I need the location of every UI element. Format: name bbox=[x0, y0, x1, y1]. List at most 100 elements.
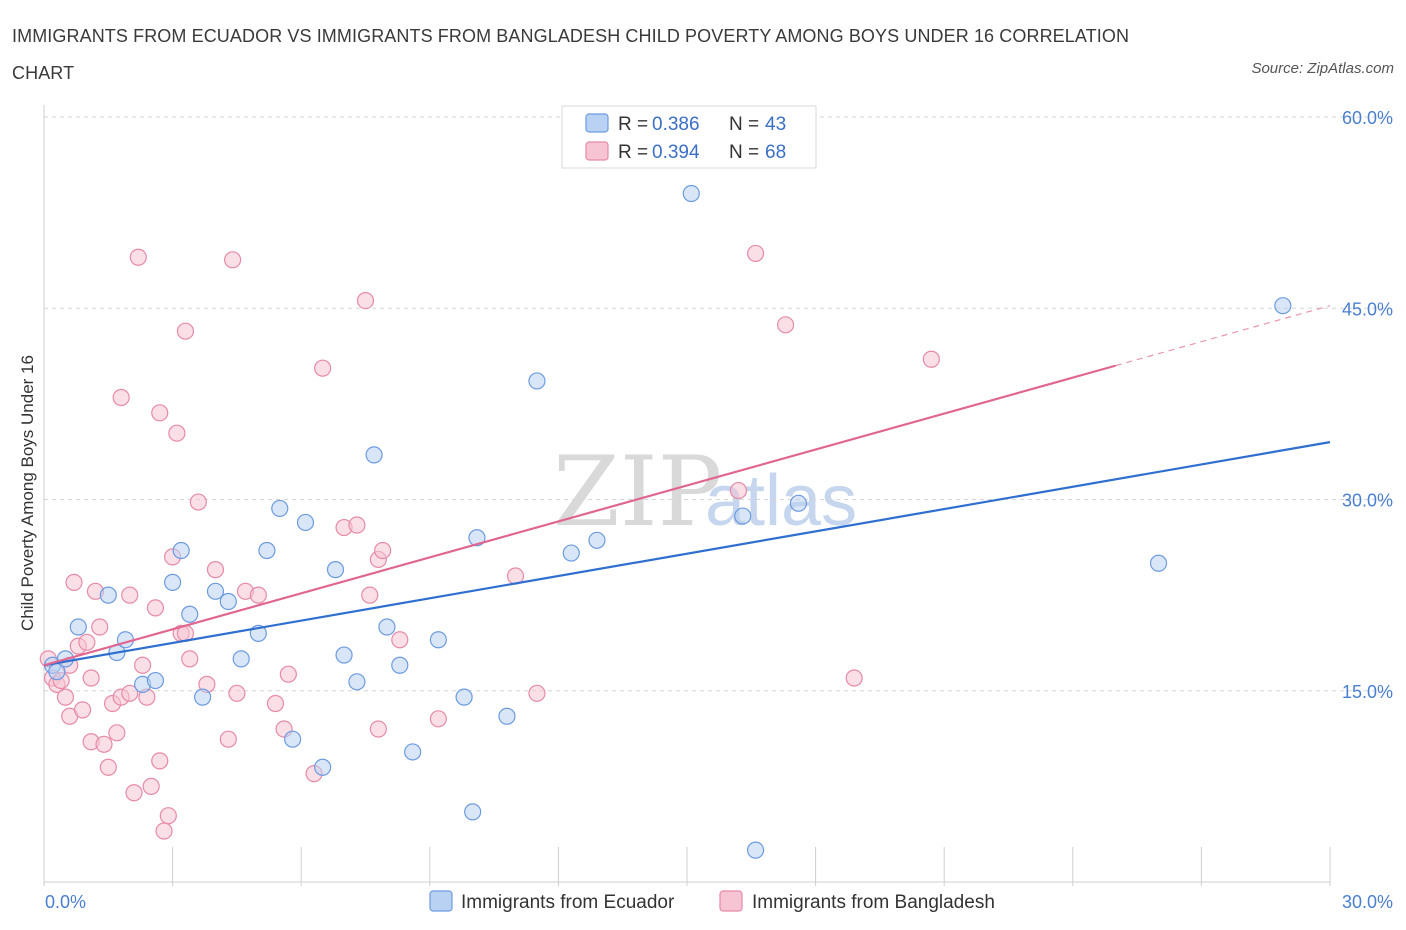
bangladesh-point-20 bbox=[112, 388, 130, 407]
ecuador-point-18 bbox=[271, 499, 289, 518]
ecuador-point-23 bbox=[335, 646, 353, 664]
ecuador-point-24 bbox=[348, 673, 366, 691]
bangladesh-point-44 bbox=[228, 684, 246, 702]
bangladesh-point-65 bbox=[776, 316, 795, 334]
ecuador-point-3 bbox=[69, 618, 87, 636]
ecuador-point-40 bbox=[789, 494, 808, 512]
bangladesh-point-39 bbox=[189, 493, 207, 511]
bangladesh-point-67 bbox=[922, 350, 940, 368]
ecuador-point-32 bbox=[464, 803, 482, 821]
series-legend-label-ecuador: Immigrants from Ecuador bbox=[461, 892, 675, 913]
bangladesh-point-9 bbox=[73, 701, 92, 719]
ecuador-point-6 bbox=[116, 631, 135, 649]
bangladesh-point-46 bbox=[249, 586, 267, 604]
bangladesh-point-30 bbox=[151, 404, 169, 422]
ecuador-point-35 bbox=[562, 544, 580, 562]
ecuador-point-31 bbox=[468, 529, 486, 547]
bangladesh-point-63 bbox=[729, 481, 748, 500]
y-tick-label-15: 15.0% bbox=[1342, 682, 1393, 702]
bangladesh-point-62 bbox=[528, 684, 546, 702]
bangladesh-points bbox=[39, 244, 940, 840]
bangladesh-point-4 bbox=[56, 688, 75, 706]
y-tick-label-30: 30.0% bbox=[1342, 491, 1393, 511]
bangladesh-point-64 bbox=[746, 244, 765, 263]
bangladesh-point-49 bbox=[279, 665, 297, 683]
bangladesh-point-37 bbox=[176, 322, 195, 340]
bangladesh-point-59 bbox=[391, 631, 409, 649]
bangladesh-trend-line bbox=[43, 364, 1116, 667]
bangladesh-point-24 bbox=[129, 248, 147, 266]
legend-n-value-bangladesh: 68 bbox=[765, 142, 786, 163]
bangladesh-point-53 bbox=[348, 516, 366, 534]
ecuador-point-26 bbox=[378, 618, 396, 636]
series-legend-swatch-ecuador bbox=[429, 890, 453, 912]
bangladesh-point-32 bbox=[159, 807, 177, 825]
ecuador-point-42 bbox=[1274, 297, 1292, 315]
x-tick-label-max: 30.0% bbox=[1342, 892, 1393, 912]
bangladesh-point-31 bbox=[155, 822, 173, 840]
y-tick-label-45: 45.0% bbox=[1342, 299, 1393, 319]
bangladesh-point-25 bbox=[133, 656, 152, 674]
ecuador-point-34 bbox=[528, 372, 546, 390]
ecuador-point-10 bbox=[172, 541, 190, 560]
ecuador-point-25 bbox=[365, 446, 383, 464]
y-axis-label: Child Poverty Among Boys Under 16 bbox=[18, 355, 37, 631]
bangladesh-point-60 bbox=[429, 710, 447, 728]
bangladesh-point-7 bbox=[65, 573, 83, 591]
series-legend-swatch-bangladesh bbox=[719, 890, 743, 912]
bangladesh-point-54 bbox=[356, 292, 375, 310]
legend-n-label-ecuador: N = bbox=[729, 114, 759, 135]
ecuador-point-30 bbox=[455, 688, 473, 706]
y-tick-labels: 15.0% 30.0% 45.0% 60.0% bbox=[1342, 108, 1393, 702]
ecuador-point-11 bbox=[181, 605, 199, 623]
trend-lines bbox=[43, 305, 1331, 667]
ecuador-point-12 bbox=[194, 688, 212, 706]
legend-r-value-bangladesh: 0.394 bbox=[652, 142, 700, 163]
legend-swatch-bangladesh bbox=[585, 141, 609, 161]
ecuador-point-27 bbox=[391, 656, 409, 674]
bangladesh-point-11 bbox=[82, 669, 100, 687]
bangladesh-trend-extension bbox=[1115, 305, 1331, 367]
legend-r-label-ecuador: R = bbox=[618, 114, 648, 135]
ecuador-point-38 bbox=[734, 507, 752, 525]
bangladesh-point-41 bbox=[206, 561, 225, 579]
bangladesh-point-42 bbox=[219, 730, 237, 748]
bangladesh-point-15 bbox=[95, 735, 113, 753]
legend-r-label-bangladesh: R = bbox=[618, 142, 648, 163]
ecuador-point-8 bbox=[146, 671, 165, 690]
series-legend: Immigrants from Ecuador Immigrants from … bbox=[429, 890, 995, 913]
x-axis-ticks bbox=[43, 105, 1331, 886]
source-credit: Source: ZipAtlas.com bbox=[1251, 60, 1394, 77]
ecuador-point-28 bbox=[404, 743, 422, 761]
bangladesh-point-57 bbox=[369, 720, 387, 738]
legend-n-label-bangladesh: N = bbox=[729, 142, 759, 163]
legend-swatch-ecuador bbox=[585, 113, 609, 133]
ecuador-point-37 bbox=[682, 184, 700, 203]
ecuador-point-14 bbox=[219, 592, 237, 611]
ecuador-point-36 bbox=[588, 531, 606, 549]
watermark: ZIP atlas bbox=[553, 436, 857, 548]
ecuador-trend-line bbox=[43, 441, 1331, 667]
bangladesh-point-29 bbox=[151, 752, 169, 770]
bangladesh-point-22 bbox=[121, 586, 139, 604]
bangladesh-point-23 bbox=[125, 784, 143, 802]
ecuador-point-29 bbox=[429, 631, 447, 649]
bangladesh-point-66 bbox=[845, 669, 863, 687]
bangladesh-point-47 bbox=[266, 694, 285, 713]
watermark-zip: ZIP bbox=[553, 436, 722, 548]
bangladesh-point-58 bbox=[374, 541, 392, 560]
ecuador-point-4 bbox=[99, 586, 117, 604]
y-tick-label-60: 60.0% bbox=[1342, 108, 1393, 128]
bangladesh-point-10 bbox=[78, 633, 96, 651]
bangladesh-point-18 bbox=[108, 724, 126, 742]
ecuador-point-20 bbox=[296, 513, 315, 532]
bangladesh-point-21 bbox=[121, 684, 139, 702]
bangladesh-point-27 bbox=[142, 777, 160, 795]
series-legend-label-bangladesh: Immigrants from Bangladesh bbox=[752, 892, 995, 913]
bangladesh-point-55 bbox=[361, 586, 379, 604]
ecuador-point-39 bbox=[746, 841, 765, 859]
ecuador-point-21 bbox=[314, 758, 332, 776]
bangladesh-point-16 bbox=[99, 758, 117, 776]
x-tick-labels: 0.0% 30.0% bbox=[45, 892, 1393, 912]
